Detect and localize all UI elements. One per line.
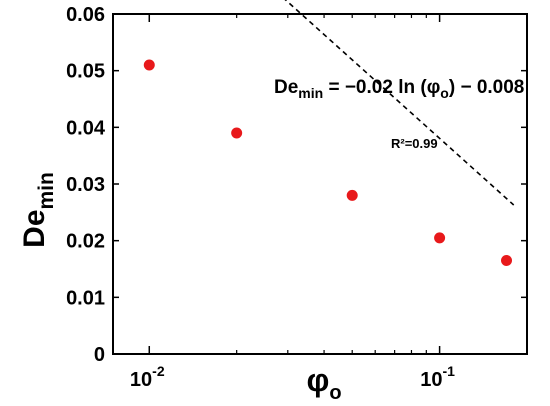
x-tick-label: 10-2 [130,363,165,391]
x-axis-ticks: 10-2 10-1 [130,14,528,391]
y-tick-label: 0.03 [66,174,105,196]
x-axis-label: φo [306,362,341,404]
x-axis-label-main: φ [306,362,329,398]
x-tick-label: 10-1 [420,363,455,391]
x-tick-label-base: 10 [420,369,442,391]
x-tick-label-exponent: -2 [152,363,165,379]
fit-line [284,0,515,206]
fit-equation-phi-sub: o [440,85,449,101]
y-tick-label: 0.04 [66,117,106,139]
plot-frame [112,13,528,355]
fit-equation-de: De [274,77,298,98]
x-tick-label-exponent: -1 [443,363,456,379]
data-point [143,59,155,71]
y-axis-ticks: 0 0.01 0.02 0.03 0.04 0.05 0.06 [66,4,527,366]
y-tick-label: 0.05 [66,61,105,83]
y-tick-label: 0 [94,344,105,366]
y-tick-label: 0.06 [66,4,105,26]
fit-equation: Demin = −0.02 ln (φo) − 0.008 [274,77,524,101]
data-point [434,232,446,244]
data-point [501,255,513,266]
x-axis-label-sub: o [329,382,341,404]
y-tick-label: 0.01 [66,287,105,309]
y-tick-label: 0.02 [66,231,105,253]
r-squared-label: R²=0.99 [391,136,438,151]
y-axis-label: Demin [18,172,58,248]
fit-equation-tail: ) − 0.008 [449,77,525,98]
fit-equation-de-sub: min [298,85,323,101]
y-axis-label-main: De [18,209,51,247]
fit-equation-body: = −0.02 ln ( [323,77,427,98]
fit-equation-phi: φ [427,77,441,98]
data-points [143,59,513,266]
y-axis-label-sub: min [35,172,58,209]
data-point [346,189,358,201]
x-tick-label-base: 10 [130,369,152,391]
data-point [231,127,243,139]
